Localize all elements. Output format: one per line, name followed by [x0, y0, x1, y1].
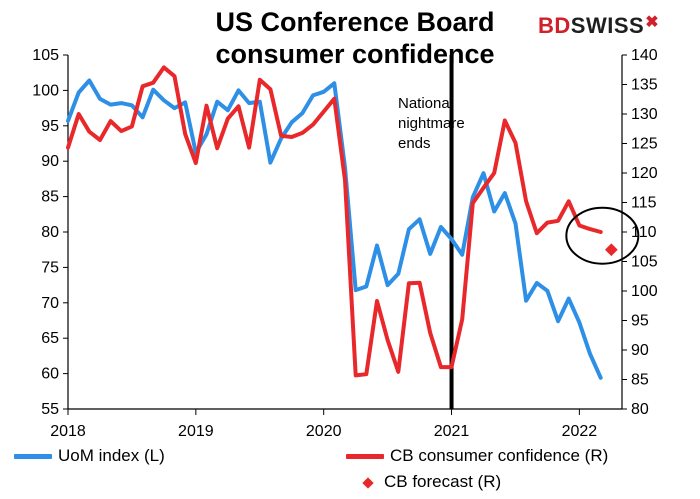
- y-right-tick-label: 120: [631, 165, 658, 182]
- y-right-tick-label: 105: [631, 254, 658, 271]
- y-left-tick-label: 95: [41, 118, 59, 135]
- y-right-tick-label: 110: [631, 224, 657, 241]
- y-left-tick-label: 85: [41, 189, 59, 206]
- annotation-line-2: nightmare: [398, 115, 465, 132]
- y-right-tick-label: 115: [631, 195, 657, 212]
- x-tick-label: 2019: [178, 423, 214, 440]
- x-tick-label: 2022: [562, 423, 598, 440]
- y-left-tick-label: 100: [32, 82, 59, 99]
- x-tick-label: 2021: [434, 423, 470, 440]
- y-left-tick-label: 65: [41, 330, 59, 347]
- legend-forecast-label: CB forecast (R): [384, 472, 502, 491]
- x-tick-label: 2018: [50, 423, 86, 440]
- series-line-uom: [66, 78, 603, 380]
- y-right-tick-label: 100: [631, 283, 658, 300]
- legend-cb-swatch: [346, 454, 384, 460]
- legend-uom-label: UoM index (L): [58, 446, 165, 465]
- y-right-tick-label: 90: [631, 342, 649, 359]
- legend-cb: CB consumer confidence (R): [346, 446, 608, 466]
- annotation-line-3: ends: [398, 135, 431, 152]
- chart-title: US Conference Board consumer confidence: [215, 7, 495, 69]
- y-left-tick-label: 75: [41, 259, 59, 276]
- y-left-tick-label: 70: [41, 295, 59, 312]
- y-right-tick-label: 130: [631, 106, 658, 123]
- forecast-point: [604, 243, 618, 257]
- y-right-tick-label: 80: [631, 401, 649, 418]
- y-left-tick-label: 60: [41, 366, 59, 383]
- y-left-tick-label: 80: [41, 224, 59, 241]
- y-right-tick-label: 140: [631, 47, 658, 64]
- series-line-cb: [66, 65, 603, 378]
- legend-uom-swatch: [14, 454, 52, 460]
- y-left-tick-label: 90: [41, 153, 59, 170]
- y-right-tick-label: 95: [631, 313, 649, 330]
- event-annotation: National nightmare ends: [398, 94, 488, 154]
- y-right-tick-label: 85: [631, 372, 649, 389]
- legend-forecast-swatch: [362, 476, 374, 489]
- annotation-line-1: National: [398, 95, 454, 112]
- legend-forecast: CB forecast (R): [350, 472, 501, 492]
- y-right-tick-label: 135: [631, 77, 658, 94]
- x-tick-label: 2020: [306, 423, 342, 440]
- y-right-tick-label: 125: [631, 136, 658, 153]
- forecast-highlight-circle: [565, 206, 640, 265]
- brand-logo: BDSWISS✖: [538, 13, 660, 38]
- legend-uom: UoM index (L): [14, 446, 165, 466]
- y-left-tick-label: 55: [41, 401, 59, 418]
- y-left-tick-label: 105: [32, 47, 59, 64]
- legend-cb-label: CB consumer confidence (R): [390, 446, 609, 465]
